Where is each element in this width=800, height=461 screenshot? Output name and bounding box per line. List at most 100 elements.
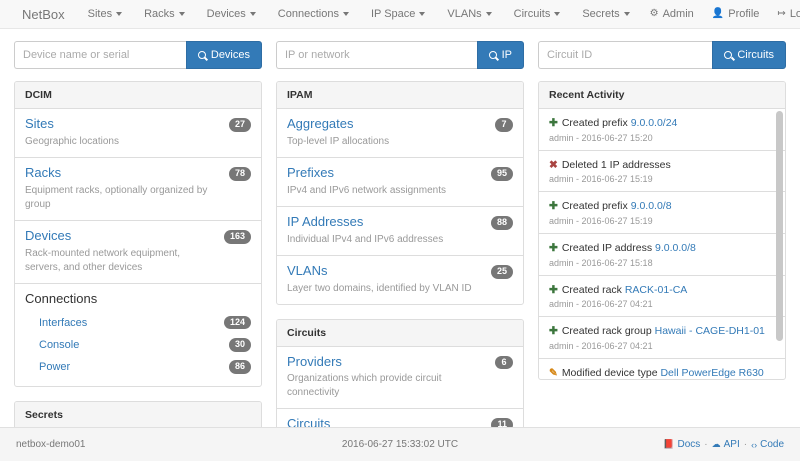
nav-item-vlans[interactable]: VLANs <box>436 0 502 29</box>
nav-item-devices[interactable]: Devices <box>196 0 267 29</box>
nav-right-label: Admin <box>662 7 694 20</box>
ip-search-input[interactable] <box>276 41 477 69</box>
brand-logo[interactable]: NetBox <box>22 6 65 22</box>
list-item: Devices 163 Rack-mounted network equipment… <box>15 219 261 283</box>
activity-list: ✚ Created prefix 9.0.0.0/24 admin - 2016-0… <box>539 109 785 379</box>
activity-scrollbar-thumb[interactable] <box>776 111 783 341</box>
nav-links: Sites Racks Devices Connections IP Space VLAN… <box>77 0 641 29</box>
item-count-badge: 124 <box>223 315 251 330</box>
item-link-aggregates[interactable]: Aggregates <box>287 116 354 131</box>
nav-profile-link[interactable]: 👤 Profile <box>703 0 769 29</box>
item-link-sites[interactable]: Sites <box>25 116 54 131</box>
search-icon <box>197 51 206 59</box>
activity-object-link[interactable]: 9.0.0.0/8 <box>655 242 696 255</box>
activity-meta: admin - 2016-06-27 15:18 <box>549 257 653 268</box>
nav-item-sites[interactable]: Sites <box>77 0 133 29</box>
circuit-search-col: Circuits <box>538 41 786 69</box>
item-count-badge: 78 <box>228 166 251 181</box>
list-item: IP Addresses 88 Individual IPv4 and IPv6 a… <box>277 205 523 255</box>
item-link-racks[interactable]: Racks <box>25 164 62 180</box>
footer-link-code[interactable]: ‹› Code <box>751 439 784 450</box>
chevron-down-icon <box>485 12 492 16</box>
panel-secrets-heading: Secrets <box>15 402 261 430</box>
book-icon: 📕 <box>663 439 675 449</box>
column-middle: IPAM Aggregates 7 Top-level IP allocations… <box>276 81 524 461</box>
activity-action: Created rack <box>561 283 622 296</box>
device-search-group: Devices <box>14 41 262 69</box>
plus-icon: ✚ <box>549 283 558 296</box>
activity-entry: ✚ Created IP address 9.0.0.0/8 admin - 201… <box>539 233 785 275</box>
item-count-badge: 30 <box>228 337 251 352</box>
cross-icon: ✖ <box>549 158 558 171</box>
footer-link-api[interactable]: ☁ API <box>712 439 740 450</box>
footer-link-docs[interactable]: 📕 Docs <box>663 439 700 450</box>
nav-item-racks[interactable]: Racks <box>133 0 196 29</box>
device-search-input[interactable] <box>14 41 186 69</box>
nav-item-ip-space[interactable]: IP Space <box>360 0 436 29</box>
footer-separator: · <box>743 439 748 450</box>
nav-item-label: IP Space <box>370 7 416 20</box>
chevron-down-icon <box>342 12 349 16</box>
item-count-badge: 163 <box>223 229 251 244</box>
plus-icon: ✚ <box>549 325 558 338</box>
nav-log-out-link[interactable]: ↦Log out <box>768 0 800 29</box>
activity-action: Created rack group <box>561 325 652 338</box>
activity-line: ✖ Deleted 1 IP addresses <box>549 158 769 173</box>
chevron-down-icon <box>623 12 630 16</box>
chevron-down-icon <box>249 12 256 16</box>
activity-action: Modified device type <box>561 367 658 379</box>
activity-object-link[interactable]: RACK-01-CA <box>624 283 688 296</box>
plus-icon: ✚ <box>549 200 558 213</box>
activity-scrollbar[interactable] <box>776 109 783 379</box>
item-link-interfaces[interactable]: Interfaces <box>39 316 88 329</box>
item-link-providers[interactable]: Providers <box>287 353 342 369</box>
item-description: Organizations which provide circuit conn… <box>287 373 442 399</box>
nav-item-secrets[interactable]: Secrets <box>571 0 640 29</box>
activity-meta: admin - 2016-06-27 04:21 <box>549 341 653 352</box>
nav-item-connections[interactable]: Connections <box>267 0 360 29</box>
chevron-down-icon <box>178 12 185 16</box>
cloud-icon: ☁ <box>711 439 721 449</box>
item-description: Equipment racks, optionally organized by… <box>25 184 208 210</box>
list-item: Sites 27 Geographic locations <box>15 109 261 157</box>
circuit-search-button[interactable]: Circuits <box>712 41 786 69</box>
item-description: Layer two domains, identified by VLAN ID <box>287 282 472 294</box>
activity-object-link[interactable]: 9.0.0.0/24 <box>630 117 678 129</box>
list-item: Racks 78 Equipment racks, optionally organ… <box>15 156 261 220</box>
ip-search-button[interactable]: IP <box>476 41 524 69</box>
nav-right-label: Profile <box>728 7 760 20</box>
nav-item-label: Connections <box>277 7 339 20</box>
item-link-devices[interactable]: Devices <box>25 227 72 243</box>
pencil-icon: ✎ <box>549 367 558 379</box>
nav-item-label: Circuits <box>513 7 551 20</box>
circuit-search-button-label: Circuits <box>737 49 774 61</box>
item-link-console[interactable]: Console <box>39 338 80 351</box>
user-icon: 👤 <box>711 8 725 19</box>
footer-bar: netbox-demo01 2016-06-27 15:33:02 UTC 📕 D… <box>0 427 800 461</box>
item-count-badge: 95 <box>490 166 513 181</box>
circuit-search-group: Circuits <box>538 41 786 69</box>
item-description: Individual IPv4 and IPv6 addresses <box>287 233 444 245</box>
dashboard-columns: DCIM Sites 27 Geographic locations Racks 78 E… <box>0 69 800 461</box>
activity-object-link[interactable]: Hawaii - CAGE-DH1-01 <box>654 325 765 338</box>
item-link-power[interactable]: Power <box>39 361 71 374</box>
list-item: Prefixes 95 IPv4 and IPv6 network assignme… <box>277 156 523 206</box>
activity-entry: ✖ Deleted 1 IP addresses admin - 2016-06-2… <box>539 149 785 192</box>
activity-object-link[interactable]: Dell PowerEdge R630 <box>660 367 764 379</box>
logout-icon: ↦ <box>777 8 786 19</box>
activity-action: Created IP address <box>561 242 653 255</box>
nav-item-circuits[interactable]: Circuits <box>503 0 572 29</box>
item-link-prefixes[interactable]: Prefixes <box>287 164 334 180</box>
item-link-ip-addresses[interactable]: IP Addresses <box>287 213 364 229</box>
plus-icon: ✚ <box>549 242 558 255</box>
device-search-button[interactable]: Devices <box>185 41 262 69</box>
footer-link-label: Code <box>760 439 784 450</box>
item-count-badge: 27 <box>228 118 251 132</box>
activity-scroll-area[interactable]: ✚ Created prefix 9.0.0.0/24 admin - 2016-0… <box>539 109 785 379</box>
activity-object-link[interactable]: 9.0.0.0/8 <box>630 200 672 213</box>
nav-admin-link[interactable]: ⚙ Admin <box>641 0 703 29</box>
connections-group: Connections Interfaces 124 Console 30 Power 86 <box>15 282 261 387</box>
circuit-search-input[interactable] <box>538 41 713 69</box>
item-link-vlans[interactable]: VLANs <box>287 262 328 278</box>
nav-right-label: Log out <box>789 7 800 20</box>
